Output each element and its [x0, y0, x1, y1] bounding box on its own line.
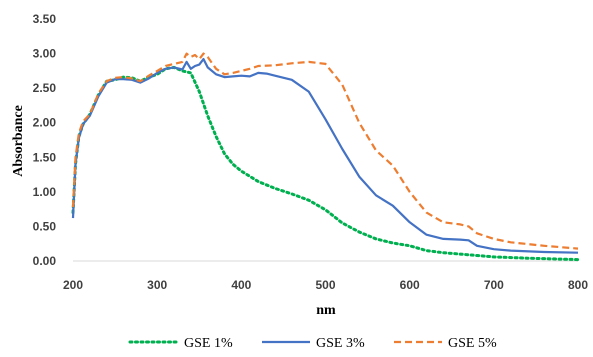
y-tick-label: 0.00 — [33, 254, 57, 268]
plot-area — [71, 52, 580, 262]
x-axis-tick-labels: 200 300 400 500 600 700 800 — [63, 278, 588, 292]
y-tick-label: 2.50 — [33, 81, 57, 95]
legend-label-1: GSE 1% — [184, 336, 233, 351]
x-tick-label: 200 — [63, 278, 83, 292]
x-tick-label: 800 — [568, 278, 588, 292]
x-tick-label: 700 — [484, 278, 504, 292]
x-tick-label: 300 — [147, 278, 167, 292]
y-tick-label: 1.00 — [33, 185, 57, 199]
x-tick-label: 600 — [400, 278, 420, 292]
legend: GSE 1% GSE 3% GSE 5% — [128, 336, 497, 351]
legend-label-3: GSE 5% — [448, 336, 497, 351]
y-tick-label: 3.50 — [33, 12, 57, 26]
y-axis-tick-labels: 0.00 0.50 1.00 1.50 2.00 2.50 3.00 3.50 — [33, 12, 57, 268]
y-axis-title: Absorbance — [11, 105, 26, 177]
y-tick-label: 1.50 — [33, 150, 57, 164]
series-line-3 — [71, 52, 579, 250]
series-line-2 — [71, 57, 579, 254]
y-tick-label: 3.00 — [33, 47, 57, 61]
y-tick-label: 0.50 — [33, 219, 57, 233]
x-tick-label: 500 — [315, 278, 335, 292]
x-axis-title: nm — [316, 303, 336, 318]
x-tick-label: 400 — [231, 278, 251, 292]
y-tick-label: 2.00 — [33, 116, 57, 130]
legend-label-2: GSE 3% — [316, 336, 365, 351]
series-line-1 — [71, 65, 580, 262]
